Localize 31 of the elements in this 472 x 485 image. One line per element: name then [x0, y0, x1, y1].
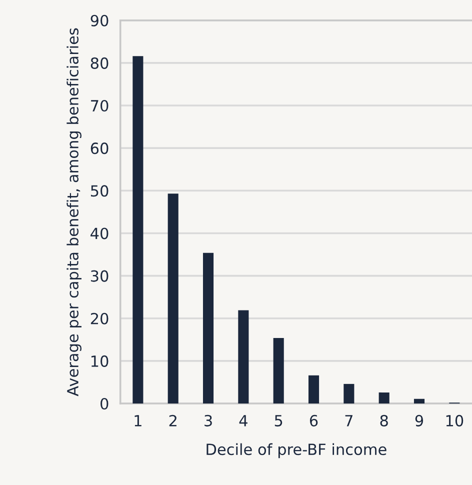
y-tick-label: 70 [91, 100, 108, 112]
x-tick-label: 4 [239, 415, 248, 426]
bar [273, 338, 284, 404]
bar [414, 398, 425, 404]
y-tick-label: 30 [90, 270, 108, 282]
x-tick-label: 1 [134, 415, 142, 426]
bar [202, 252, 214, 404]
y-axis-title: Average per capita benefit, among beneficiaries [66, 28, 82, 396]
bar [378, 392, 390, 404]
y-tick-label: 90 [90, 14, 108, 26]
x-tick-label: 5 [274, 415, 282, 426]
y-tick-label: 40 [90, 228, 108, 240]
x-tick-label: 2 [169, 414, 176, 426]
bar [238, 310, 249, 404]
x-tick-label: 3 [204, 414, 212, 426]
bar [132, 56, 144, 404]
x-axis-title: Decile of pre-BF income [206, 443, 386, 458]
bar [168, 194, 178, 404]
x-tick-label: 9 [415, 414, 424, 426]
y-tick-label: 10 [91, 355, 108, 367]
y-tick-label: 80 [90, 57, 108, 69]
x-tick-label: 7 [345, 415, 352, 426]
bar [308, 375, 320, 404]
x-tick-label: 6 [310, 414, 318, 426]
x-tick-label: 10 [446, 414, 464, 426]
y-tick-label: 50 [90, 185, 108, 197]
x-tick-label: 8 [380, 414, 388, 426]
y-tick-label: 0 [100, 398, 108, 410]
bar [344, 384, 354, 404]
y-tick-label: 20 [90, 312, 108, 324]
y-tick-label: 60 [90, 142, 108, 154]
